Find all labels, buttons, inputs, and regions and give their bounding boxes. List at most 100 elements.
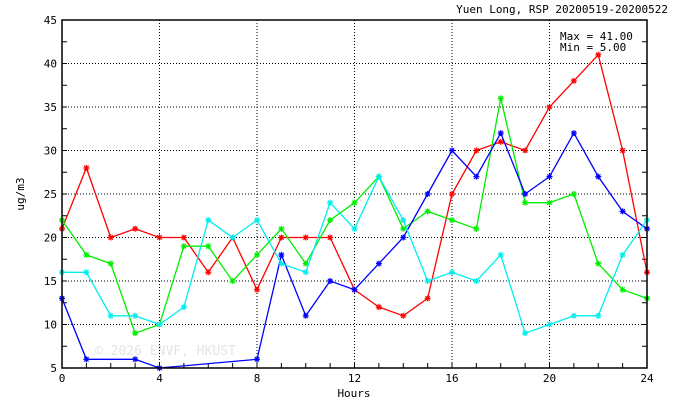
x-axis-label: Hours [337, 387, 370, 400]
data-point [449, 217, 455, 224]
data-point [205, 269, 212, 276]
data-point [180, 304, 187, 311]
data-point [595, 260, 602, 267]
data-point [546, 321, 553, 328]
data-point [570, 312, 577, 319]
data-point [522, 191, 529, 197]
data-point [205, 243, 212, 250]
data-point [132, 330, 139, 337]
data-point [107, 312, 114, 319]
data-point [570, 191, 577, 197]
data-point [497, 130, 504, 137]
data-point [619, 286, 626, 293]
x-tick-label: 4 [156, 372, 163, 385]
data-point [132, 225, 139, 232]
data-point [278, 234, 285, 241]
data-point [327, 278, 334, 284]
data-point [83, 251, 90, 258]
y-tick-label: 25 [44, 188, 57, 201]
data-point [570, 77, 577, 84]
plot-frame [61, 19, 648, 369]
data-point [327, 234, 334, 241]
x-tick-label: 8 [254, 372, 261, 385]
y-tick-label: 40 [44, 58, 57, 71]
max-annotation: Max = 41.00 [560, 30, 633, 43]
data-point [400, 234, 407, 241]
data-point [83, 269, 90, 276]
y-tick-label: 20 [44, 232, 57, 245]
x-tick-label: 12 [348, 372, 361, 385]
data-point [424, 278, 431, 284]
data-point [83, 356, 90, 363]
data-point [351, 286, 358, 293]
data-point [351, 199, 358, 206]
data-point [180, 234, 187, 241]
data-point [473, 147, 480, 154]
data-point [107, 234, 114, 241]
data-point [180, 243, 187, 250]
data-point [400, 225, 407, 232]
y-axis-label: ug/m3 [14, 177, 27, 210]
data-point [302, 234, 309, 241]
data-point [570, 130, 577, 137]
data-point [278, 251, 285, 258]
data-point [497, 95, 504, 102]
y-tick-label: 45 [44, 14, 57, 27]
data-point [424, 208, 431, 215]
x-tick-label: 24 [640, 372, 654, 385]
data-point [473, 173, 480, 180]
y-tick-label: 35 [44, 101, 57, 114]
data-point [619, 147, 626, 154]
data-point [546, 104, 553, 110]
data-point [595, 312, 602, 319]
data-point [449, 191, 455, 197]
y-tick-label: 10 [44, 319, 57, 332]
data-point [254, 356, 260, 363]
data-point [254, 217, 260, 224]
data-point [595, 173, 602, 180]
data-point [546, 199, 553, 206]
data-point [497, 138, 504, 145]
y-tick-label: 5 [50, 362, 57, 375]
data-point [400, 312, 407, 319]
chart-title: Yuen Long, RSP 20200519-20200522 [456, 3, 668, 16]
data-point [619, 251, 626, 258]
data-point [375, 260, 382, 267]
data-point [473, 225, 480, 232]
data-point [83, 164, 90, 171]
data-point [400, 217, 407, 224]
data-point [278, 260, 285, 267]
y-tick-label: 15 [44, 275, 57, 288]
data-point [497, 251, 504, 258]
data-point [595, 51, 602, 58]
data-point [229, 234, 236, 241]
min-annotation: Min = 5.00 [560, 41, 626, 54]
data-point [156, 321, 163, 328]
data-point [424, 191, 431, 197]
data-point [522, 199, 529, 206]
data-point [302, 312, 309, 319]
data-point [156, 234, 163, 241]
watermark: © 2026 ENVF, HKUST [95, 344, 236, 359]
x-tick-label: 16 [445, 372, 458, 385]
data-point [278, 225, 285, 232]
data-point [424, 295, 431, 302]
y-tick-label: 30 [44, 145, 57, 158]
data-point [351, 225, 358, 232]
data-point [132, 312, 139, 319]
data-point [375, 173, 382, 180]
data-point [449, 269, 455, 276]
data-point [132, 356, 139, 363]
data-point [254, 286, 260, 293]
data-point [546, 173, 553, 180]
data-point [522, 147, 529, 154]
x-tick-label: 0 [59, 372, 66, 385]
data-point [449, 147, 455, 154]
data-point [327, 217, 334, 224]
data-point [254, 251, 260, 258]
data-point [205, 217, 212, 224]
data-point [302, 269, 309, 276]
data-point [107, 260, 114, 267]
data-point [522, 330, 529, 337]
